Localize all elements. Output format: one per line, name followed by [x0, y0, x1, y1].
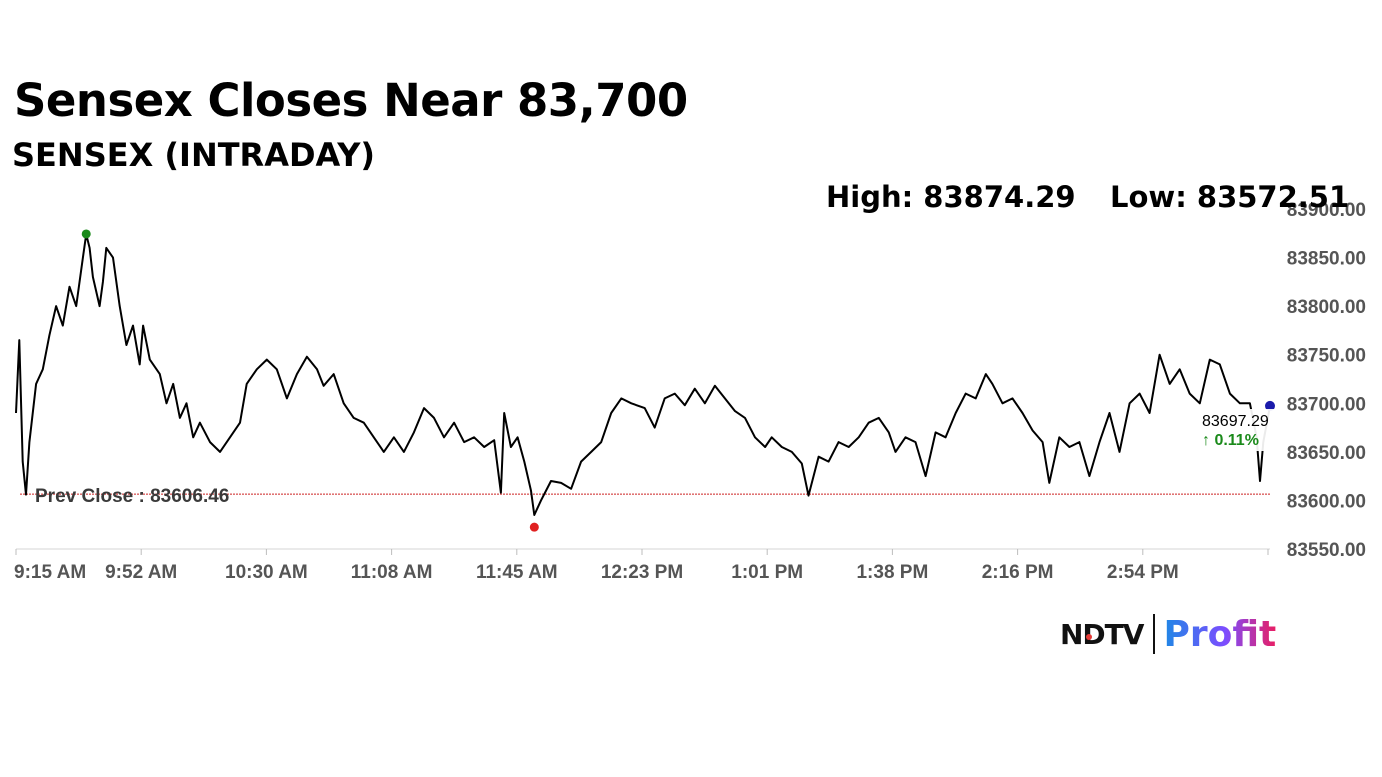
logo-ndtv-text: NDTV	[1060, 617, 1144, 651]
y-tick-label: 83850.00	[1287, 249, 1366, 270]
x-tick-label: 12:23 PM	[601, 562, 683, 583]
y-tick-label: 83750.00	[1287, 346, 1366, 367]
logo-profit-text: Profit	[1163, 613, 1277, 655]
y-tick-label: 83600.00	[1287, 491, 1366, 512]
x-tick-label: 2:16 PM	[982, 562, 1054, 583]
ndtv-profit-logo: NDTV Profit	[1060, 612, 1276, 656]
last-price-label: 83697.29	[1202, 413, 1269, 430]
x-tick-label: 9:15 AM	[14, 562, 86, 583]
logo-divider	[1153, 614, 1156, 654]
y-tick-label: 83800.00	[1287, 297, 1366, 318]
headline: Sensex Closes Near 83,700	[14, 74, 688, 127]
y-tick-label: 83700.00	[1287, 394, 1366, 415]
last-price-box	[1197, 409, 1277, 451]
last-price-change: ↑ 0.11%	[1202, 432, 1259, 449]
day-low-marker	[529, 522, 539, 532]
logo-red-dot	[1086, 633, 1092, 640]
x-tick-label: 1:01 PM	[731, 562, 803, 583]
y-tick-label: 83550.00	[1287, 540, 1366, 561]
y-axis-tick-labels: 83550.00 83600.00 83650.00 83700.00 83750.00…	[1287, 200, 1366, 561]
x-tick-label: 1:38 PM	[856, 562, 928, 583]
prev-close-label: Prev Close : 83606.46	[35, 486, 229, 507]
day-high-marker	[81, 229, 91, 239]
y-tick-label: 83900.00	[1287, 200, 1366, 221]
x-tick-label: 9:52 AM	[105, 562, 177, 583]
day-low-stat: Low: 83572.51	[1110, 180, 1350, 214]
y-tick-label: 83650.00	[1287, 443, 1366, 464]
x-tick-label: 10:30 AM	[225, 562, 308, 583]
price-series-line	[15, 233, 1271, 516]
chart-title: SENSEX (INTRADAY)	[12, 136, 376, 174]
x-axis-ticks: 9:15 AM 9:52 AM 10:30 AM 11:08 AM 11:45 AM 12…	[14, 549, 1269, 583]
last-price-marker	[1265, 400, 1275, 411]
day-high-stat: High: 83874.29	[826, 180, 1076, 214]
x-tick-label: 11:45 AM	[476, 562, 558, 583]
x-tick-label: 2:54 PM	[1107, 562, 1179, 583]
x-tick-label: 11:08 AM	[351, 562, 433, 583]
